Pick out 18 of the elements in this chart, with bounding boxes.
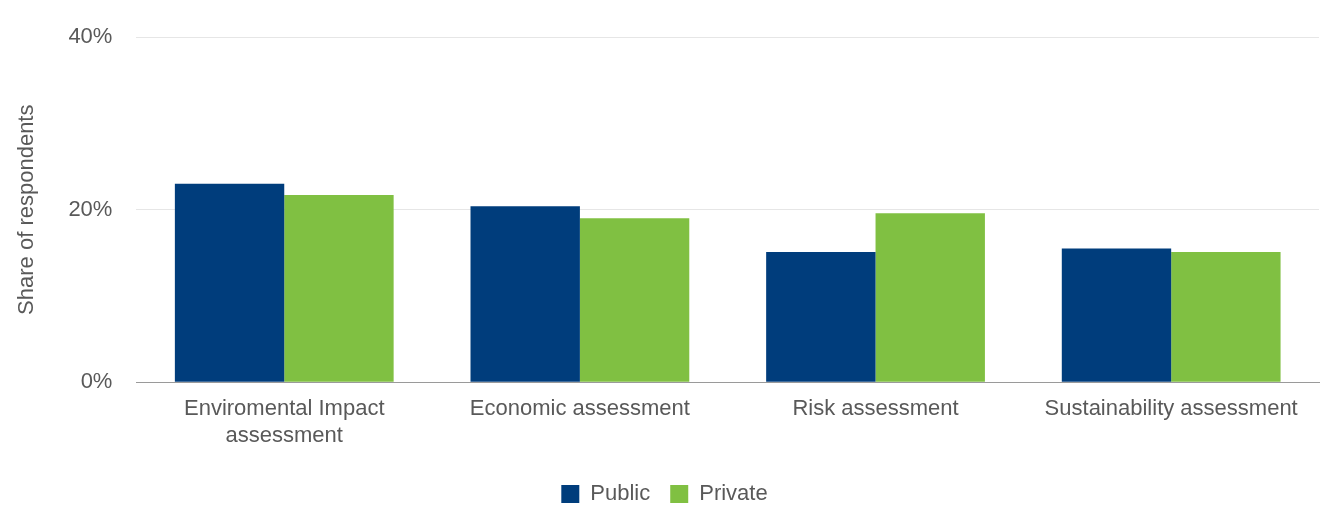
- bar: [875, 213, 985, 382]
- bar: [470, 206, 580, 382]
- bar: [1171, 251, 1281, 382]
- bar: [1061, 248, 1172, 382]
- legend-label: Public: [590, 480, 651, 506]
- bar: [174, 183, 285, 382]
- x-tick-label: Sustainability assessment: [1044, 395, 1298, 421]
- bar: [284, 195, 394, 382]
- bar: [579, 218, 690, 382]
- y-tick-label: 20%: [68, 195, 113, 221]
- y-axis-title: Share of respondents: [13, 104, 39, 315]
- y-tick-label: 0%: [80, 368, 113, 394]
- y-tick-label: 40%: [68, 23, 113, 49]
- x-tick-label: Risk assessment: [792, 395, 959, 421]
- x-tick-label: Economic assessment: [469, 395, 690, 421]
- x-tick-label: Enviromental Impact assessment: [183, 395, 385, 447]
- bar: [766, 251, 876, 382]
- legend-label: Private: [699, 480, 768, 506]
